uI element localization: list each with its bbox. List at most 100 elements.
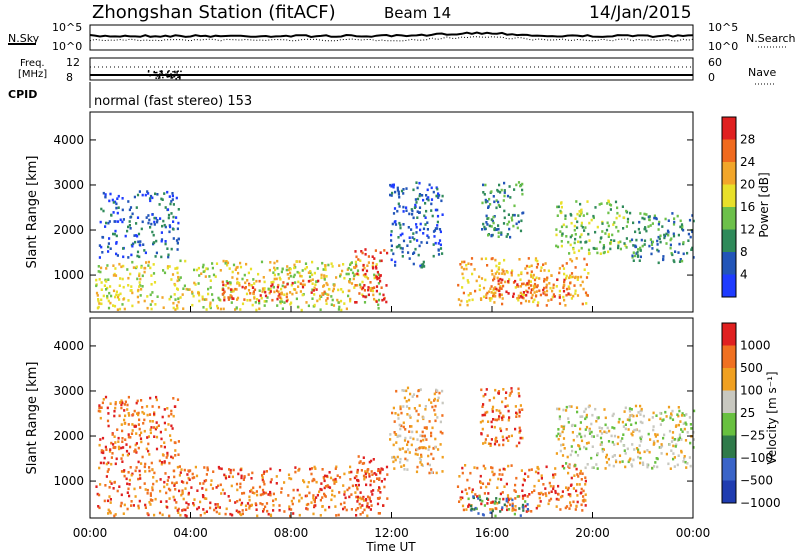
data-cell (99, 220, 102, 224)
data-cell (498, 262, 501, 265)
data-cell (319, 294, 322, 298)
data-cell (354, 263, 358, 266)
data-cell (124, 438, 127, 441)
data-cell (529, 273, 533, 277)
data-cell (491, 408, 494, 411)
data-cell (521, 188, 524, 192)
data-cell (674, 445, 677, 448)
data-cell (212, 470, 215, 473)
data-cell (664, 217, 667, 221)
data-cell (432, 243, 435, 246)
data-cell (227, 298, 230, 301)
data-cell (591, 445, 594, 448)
data-cell (489, 501, 493, 504)
data-cell (377, 303, 380, 307)
data-cell (129, 466, 132, 469)
data-cell (639, 409, 642, 413)
data-cell (492, 294, 495, 298)
colorbar-segment (722, 184, 736, 207)
data-cell (230, 484, 233, 488)
nave-point (177, 70, 179, 72)
data-cell (571, 431, 574, 434)
data-cell (246, 279, 249, 282)
data-cell (621, 460, 624, 463)
data-cell (508, 416, 511, 419)
data-cell (555, 244, 558, 248)
data-cell (324, 266, 327, 269)
data-cell (175, 501, 178, 504)
data-cell (679, 219, 682, 223)
data-cell (423, 446, 426, 449)
data-cell (144, 506, 147, 509)
data-cell (677, 233, 680, 237)
data-cell (607, 457, 610, 461)
data-cell (155, 435, 159, 439)
data-cell (120, 403, 123, 407)
data-cell (555, 233, 558, 237)
data-cell (175, 216, 178, 219)
data-cell (436, 208, 439, 212)
data-cell (237, 510, 240, 514)
data-cell (475, 279, 478, 283)
data-cell (608, 203, 612, 206)
data-cell (141, 220, 144, 224)
data-cell (270, 284, 273, 288)
data-cell (411, 395, 414, 398)
data-cell (672, 438, 675, 442)
data-cell (315, 480, 318, 484)
data-cell (632, 244, 635, 247)
data-cell (121, 453, 124, 457)
data-cell (679, 258, 682, 261)
data-cell (296, 488, 299, 492)
data-cell (674, 250, 677, 253)
data-cell (486, 434, 489, 437)
data-cell (101, 251, 104, 254)
data-cell (335, 276, 338, 279)
data-cell (281, 300, 284, 303)
data-cell (654, 461, 657, 464)
data-cell (606, 202, 609, 205)
data-cell (409, 392, 412, 396)
data-cell (414, 203, 417, 207)
data-cell (356, 284, 359, 287)
data-cell (525, 264, 529, 268)
data-cell (496, 486, 499, 489)
data-cell (174, 488, 177, 491)
data-cell (172, 215, 175, 219)
data-cell (683, 455, 686, 458)
data-cell (163, 485, 166, 489)
data-cell (490, 438, 493, 441)
data-cell (398, 221, 401, 225)
data-cell (418, 244, 421, 248)
data-cell (375, 263, 378, 266)
data-cell (260, 260, 264, 264)
data-cell (222, 307, 225, 311)
data-cell (428, 463, 431, 467)
data-cell (624, 465, 627, 469)
data-cell (625, 237, 628, 240)
data-cell (417, 253, 420, 257)
data-cell (502, 222, 506, 225)
data-cell (145, 216, 148, 219)
data-cell (412, 188, 415, 192)
data-cell (399, 246, 402, 250)
data-cell (217, 505, 220, 509)
data-cell (499, 191, 502, 194)
data-cell (278, 293, 281, 296)
data-cell (153, 281, 157, 284)
data-cell (144, 488, 147, 491)
data-cell (392, 455, 395, 459)
ytick-label: 3000 (53, 384, 84, 398)
data-cell (479, 498, 482, 502)
data-cell (147, 221, 150, 225)
data-cell (294, 288, 297, 291)
data-cell (459, 303, 462, 307)
data-cell (140, 288, 143, 291)
data-cell (230, 295, 233, 298)
data-cell (476, 495, 479, 498)
data-cell (304, 267, 307, 271)
data-cell (151, 300, 154, 303)
data-cell (126, 229, 129, 233)
data-cell (179, 513, 182, 517)
data-cell (543, 277, 546, 281)
